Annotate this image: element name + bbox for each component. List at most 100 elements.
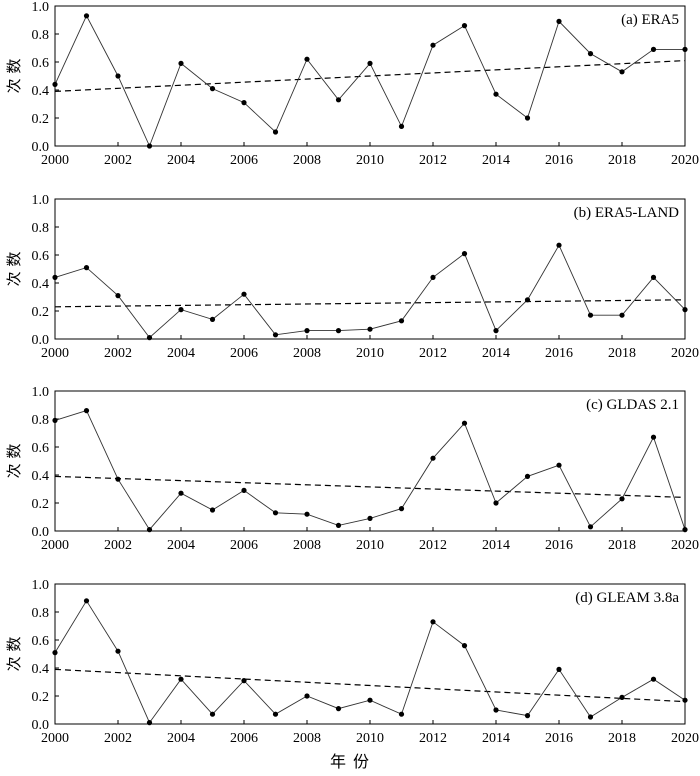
data-point (461, 23, 468, 29)
data-point (461, 420, 468, 426)
data-point (650, 46, 657, 53)
x-tick-label: 2010 (356, 346, 384, 361)
x-tick-label: 2012 (419, 731, 447, 746)
y-tick-label: 0.4 (32, 469, 50, 484)
x-tick-label: 2014 (482, 538, 510, 553)
panel-2: 0.0 0.2 0.4 0.6 0.8 1.0 2000 2002 2004 2006 2008 20… (5, 193, 699, 361)
panel-title: (c) GLDAS 2.1 (586, 397, 679, 413)
data-point (461, 251, 468, 257)
data-point (209, 316, 216, 322)
x-tick-label: 2020 (671, 731, 699, 746)
x-tick-label: 2018 (608, 731, 636, 746)
x-tick-label: 2020 (671, 346, 699, 361)
data-point (178, 307, 184, 313)
data-point (587, 524, 594, 530)
data-point (52, 274, 58, 280)
x-tick-label: 2018 (608, 538, 636, 553)
data-point (367, 697, 373, 703)
data-point (146, 143, 153, 149)
panel-title: (a) ERA5 (621, 12, 679, 28)
data-point (52, 417, 58, 423)
trend-line (54, 299, 686, 308)
x-tick-label: 2000 (41, 731, 69, 746)
x-tick-label: 2008 (293, 731, 321, 746)
data-point (587, 714, 594, 720)
data-point (524, 713, 531, 719)
data-point (619, 69, 625, 75)
x-tick-label: 2016 (545, 153, 573, 168)
data-point (178, 490, 184, 496)
series-line (54, 410, 686, 531)
y-tick-label: 0.8 (32, 221, 50, 236)
data-point (241, 291, 247, 297)
data-point (556, 18, 562, 24)
x-axis-label: 年 份 (329, 752, 371, 771)
x-tick-label: 2016 (545, 346, 573, 361)
data-point (556, 242, 562, 248)
x-tick-label: 2000 (41, 346, 69, 361)
data-point (272, 332, 279, 338)
data-point (335, 706, 342, 712)
panel-title: (b) ERA5-LAND (574, 205, 680, 221)
y-tick-label: 0.8 (32, 606, 50, 621)
data-point (83, 598, 90, 604)
data-point (587, 51, 594, 57)
data-point (335, 97, 342, 103)
data-point (335, 328, 342, 334)
x-tick-label: 2008 (293, 153, 321, 168)
x-tick-label: 2002 (104, 731, 132, 746)
x-tick-label: 2012 (419, 153, 447, 168)
trend-line (54, 475, 686, 498)
data-point (115, 293, 121, 299)
data-point (619, 694, 625, 701)
series-line (54, 244, 686, 339)
data-point (556, 666, 562, 673)
x-tick-label: 2004 (167, 153, 195, 168)
data-point (241, 487, 247, 493)
x-tick-label: 2006 (230, 346, 258, 361)
data-point (493, 707, 499, 713)
data-point (209, 86, 216, 92)
data-point (367, 60, 373, 66)
data-point (367, 326, 373, 332)
data-point (619, 312, 625, 318)
data-point (524, 297, 531, 303)
data-point (115, 73, 121, 79)
y-axis-label: 次 数 (5, 59, 23, 94)
data-point (682, 46, 688, 53)
data-point (115, 476, 121, 482)
data-point (398, 506, 405, 512)
y-tick-label: 0.8 (32, 28, 50, 43)
x-tick-label: 2006 (230, 731, 258, 746)
data-point (304, 328, 310, 334)
y-tick-label: 0.0 (32, 718, 50, 733)
series-line (54, 599, 686, 724)
data-point (587, 312, 594, 318)
y-tick-label: 0.0 (32, 140, 50, 155)
x-tick-label: 2016 (545, 538, 573, 553)
data-point (430, 619, 436, 625)
data-point (209, 711, 216, 717)
y-tick-label: 0.0 (32, 525, 50, 540)
y-axis-label: 次 数 (5, 444, 23, 479)
data-point (524, 115, 531, 121)
data-point (650, 274, 657, 280)
trend-line (54, 60, 686, 92)
x-tick-label: 2000 (41, 153, 69, 168)
x-tick-label: 2014 (482, 153, 510, 168)
x-tick-label: 2010 (356, 731, 384, 746)
data-point (682, 307, 688, 313)
y-tick-label: 1.0 (32, 578, 50, 593)
y-tick-label: 0.6 (32, 634, 50, 649)
data-point (83, 13, 90, 19)
y-axis-label: 次 数 (5, 637, 23, 672)
data-point (493, 91, 499, 97)
panel-4: 0.0 0.2 0.4 0.6 0.8 1.0 2000 2002 2004 2006 2008 20… (5, 578, 699, 746)
x-tick-label: 2006 (230, 538, 258, 553)
series-line (54, 14, 685, 148)
data-point (398, 711, 405, 717)
data-point (335, 522, 342, 529)
data-point (83, 408, 90, 414)
y-tick-label: 1.0 (32, 385, 50, 400)
x-tick-label: 2010 (356, 153, 384, 168)
